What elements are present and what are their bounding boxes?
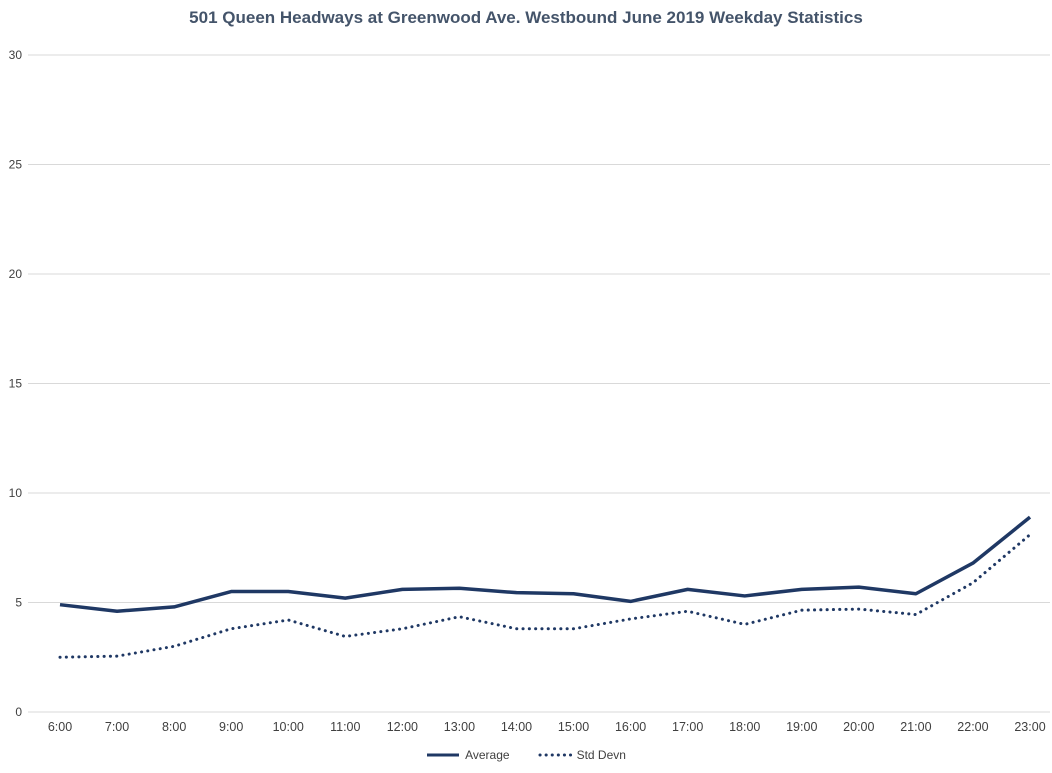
y-axis-tick-label: 30	[9, 48, 23, 62]
chart-legend: Average Std Devn	[0, 748, 1052, 762]
std-devn-dotted-swatch-icon	[538, 753, 572, 757]
series-line-std-devn	[58, 533, 1032, 659]
x-axis-tick-label: 6:00	[48, 720, 72, 734]
y-axis-tick-label: 5	[15, 596, 22, 610]
x-axis-tick-label: 11:00	[330, 720, 360, 734]
average-line-swatch-icon	[427, 753, 460, 757]
legend-item-std-devn: Std Devn	[538, 748, 626, 762]
series-line-average	[59, 515, 1032, 614]
y-axis-tick-label: 25	[9, 158, 23, 172]
x-axis-tick-label: 16:00	[615, 720, 646, 734]
x-axis-tick-label: 13:00	[444, 720, 475, 734]
x-axis-tick-label: 17:00	[672, 720, 703, 734]
x-axis-tick-label: 10:00	[273, 720, 304, 734]
x-axis-tick-label: 14:00	[501, 720, 532, 734]
x-axis-tick-label: 20:00	[843, 720, 874, 734]
chart-title: 501 Queen Headways at Greenwood Ave. Wes…	[189, 8, 863, 27]
y-axis-tick-label: 20	[9, 267, 23, 281]
x-axis-tick-label: 7:00	[105, 720, 129, 734]
x-axis-tick-label: 21:00	[900, 720, 931, 734]
legend-label-std-devn: Std Devn	[576, 748, 626, 762]
x-axis-tick-label: 15:00	[558, 720, 589, 734]
x-axis-tick-label: 23:00	[1014, 720, 1045, 734]
x-axis-tick-label: 12:00	[387, 720, 418, 734]
legend-item-average: Average	[426, 748, 510, 762]
y-axis-tick-label: 10	[9, 486, 23, 500]
x-axis-tick-label: 8:00	[162, 720, 186, 734]
x-axis-tick-label: 19:00	[786, 720, 817, 734]
legend-label-average: Average	[465, 748, 510, 762]
x-axis-tick-label: 18:00	[729, 720, 760, 734]
x-axis-tick-label: 9:00	[219, 720, 243, 734]
y-axis-tick-label: 15	[9, 377, 23, 391]
y-axis-tick-label: 0	[15, 705, 22, 719]
x-axis-tick-label: 22:00	[957, 720, 988, 734]
